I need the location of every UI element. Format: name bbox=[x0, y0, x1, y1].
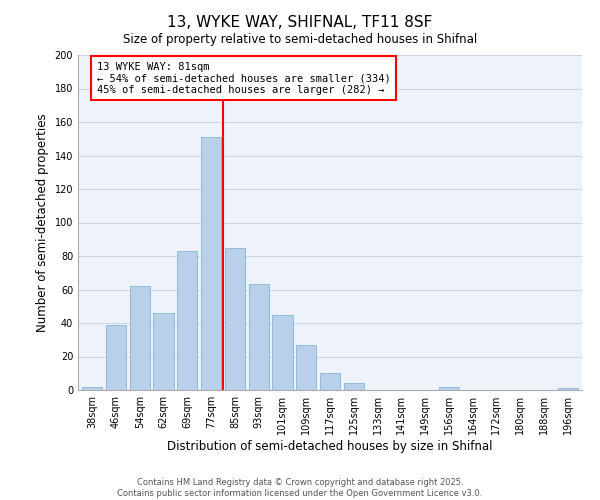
Bar bbox=[439, 386, 459, 390]
Bar bbox=[248, 284, 269, 390]
Text: 13 WYKE WAY: 81sqm
← 54% of semi-detached houses are smaller (334)
45% of semi-d: 13 WYKE WAY: 81sqm ← 54% of semi-detache… bbox=[97, 62, 390, 95]
Bar bbox=[225, 248, 245, 390]
X-axis label: Distribution of semi-detached houses by size in Shifnal: Distribution of semi-detached houses by … bbox=[167, 440, 493, 453]
Text: Contains HM Land Registry data © Crown copyright and database right 2025.
Contai: Contains HM Land Registry data © Crown c… bbox=[118, 478, 482, 498]
Bar bbox=[201, 137, 221, 390]
Bar bbox=[154, 313, 173, 390]
Bar bbox=[272, 314, 293, 390]
Bar bbox=[106, 324, 126, 390]
Bar bbox=[320, 373, 340, 390]
Bar bbox=[82, 386, 103, 390]
Bar bbox=[130, 286, 150, 390]
Bar bbox=[557, 388, 578, 390]
Bar bbox=[177, 251, 197, 390]
Text: Size of property relative to semi-detached houses in Shifnal: Size of property relative to semi-detach… bbox=[123, 32, 477, 46]
Bar bbox=[344, 384, 364, 390]
Y-axis label: Number of semi-detached properties: Number of semi-detached properties bbox=[36, 113, 49, 332]
Text: 13, WYKE WAY, SHIFNAL, TF11 8SF: 13, WYKE WAY, SHIFNAL, TF11 8SF bbox=[167, 15, 433, 30]
Bar bbox=[296, 345, 316, 390]
